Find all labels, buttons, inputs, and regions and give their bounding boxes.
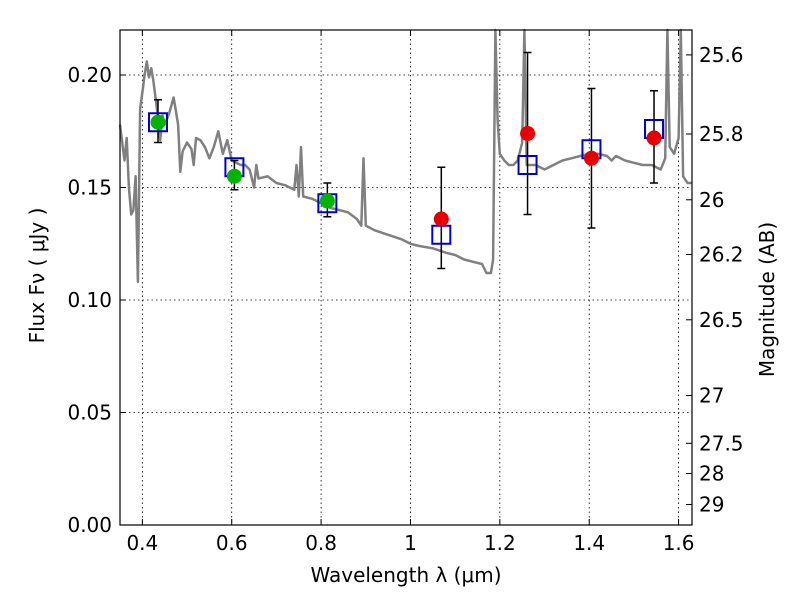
x-tick-label: 0.8 bbox=[305, 531, 337, 555]
y-tick-label: 0.20 bbox=[67, 63, 112, 87]
y-tick-label: 0.10 bbox=[67, 288, 112, 312]
right-axis-title: Magnitude (AB) bbox=[755, 222, 779, 377]
mag-tick-label: 27 bbox=[699, 384, 724, 408]
tick-layer: 0.4 0.6 0.8 1 1.2 1.4 1.6 0.00 0.05 0.10 0.15 0.20 2… bbox=[67, 30, 744, 555]
mag-tick-label: 26.5 bbox=[699, 308, 744, 332]
model-flux-square bbox=[517, 155, 538, 175]
x-tick-label: 0.4 bbox=[126, 531, 158, 555]
x-tick-label: 1.6 bbox=[663, 531, 695, 555]
y-axis-title: Flux Fν ( μJy ) bbox=[25, 208, 49, 344]
model-flux-square bbox=[147, 112, 168, 133]
mag-tick-label: 26.2 bbox=[699, 242, 744, 266]
x-tick-label: 1 bbox=[404, 531, 417, 555]
x-tick-label: 1.2 bbox=[484, 531, 516, 555]
observed-flux-point bbox=[520, 126, 536, 141]
plot-frame bbox=[119, 29, 693, 526]
mag-tick-label: 26 bbox=[699, 188, 724, 212]
x-tick-label: 0.6 bbox=[216, 531, 248, 555]
model-layer bbox=[147, 112, 665, 245]
observed-flux-point bbox=[150, 114, 166, 130]
template-spectrum-line bbox=[118, 28, 692, 284]
observation-layer bbox=[150, 114, 662, 227]
x-axis-title: Wavelength λ (μm) bbox=[310, 563, 501, 587]
observed-flux-point bbox=[433, 211, 449, 227]
mag-tick-label: 25.8 bbox=[699, 122, 744, 146]
mag-tick-label: 25.6 bbox=[699, 43, 744, 67]
y-tick-label: 0.15 bbox=[67, 176, 112, 200]
y-tick-label: 0.05 bbox=[67, 401, 112, 425]
mag-tick-label: 29 bbox=[699, 492, 724, 516]
observed-flux-point bbox=[646, 130, 662, 146]
errorbar-layer bbox=[153, 51, 659, 270]
mag-tick-label: 27.5 bbox=[699, 431, 744, 455]
observed-flux-point bbox=[583, 150, 599, 166]
y-tick-label: 0.00 bbox=[67, 513, 112, 537]
observed-flux-point bbox=[319, 193, 335, 209]
observed-flux-point bbox=[226, 168, 242, 184]
mag-tick-label: 28 bbox=[699, 461, 724, 485]
spectrum-layer bbox=[118, 28, 692, 284]
grid-layer bbox=[120, 30, 692, 526]
x-tick-label: 1.4 bbox=[573, 531, 605, 555]
